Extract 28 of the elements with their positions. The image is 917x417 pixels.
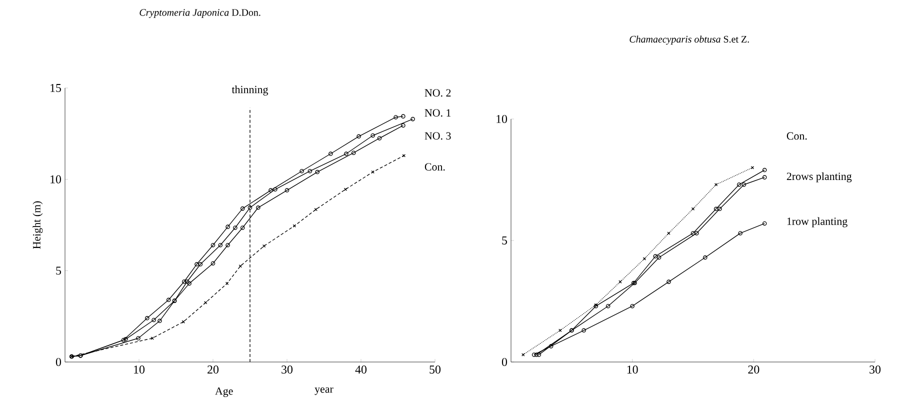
y-axis-title: Height (m) — [32, 201, 43, 249]
x-tick-label: 20 — [208, 366, 219, 374]
x-tick-label: 50 — [430, 366, 441, 374]
x-tick-label: 20 — [748, 366, 760, 374]
x-tick-label: 30 — [870, 366, 881, 374]
series-label: Con. — [424, 163, 445, 171]
x-tick-label: 10 — [627, 366, 638, 374]
y-tick-label: 10 — [50, 175, 62, 184]
chart-title: Chamaecyparis obtusa S.et Z. — [630, 36, 749, 45]
chart-title: Cryptomeria Japonica D.Don. — [140, 9, 260, 18]
ref-line-label: thinning — [232, 86, 268, 96]
y-tick-label: 0 — [502, 358, 508, 366]
y-tick-label: 5 — [502, 236, 508, 244]
y-tick-label: 10 — [496, 114, 508, 124]
x-tick-label: 40 — [355, 366, 367, 374]
x-tick-label: 30 — [282, 366, 293, 374]
text: year — [314, 387, 334, 395]
series-label: 2rows planting — [786, 172, 852, 182]
x-axis-title: Age — [215, 387, 233, 398]
series-label: NO. 3 — [424, 132, 451, 140]
y-tick-label: 15 — [50, 84, 62, 92]
x-tick-label: 10 — [134, 366, 145, 374]
y-tick-label: 5 — [56, 266, 62, 275]
y-tick-label: 0 — [56, 358, 62, 366]
series-label: 1row planting — [787, 217, 848, 228]
text: NO. 2 — [424, 89, 451, 97]
text: Con. — [786, 132, 807, 140]
series-label: NO. 1 — [424, 109, 451, 117]
